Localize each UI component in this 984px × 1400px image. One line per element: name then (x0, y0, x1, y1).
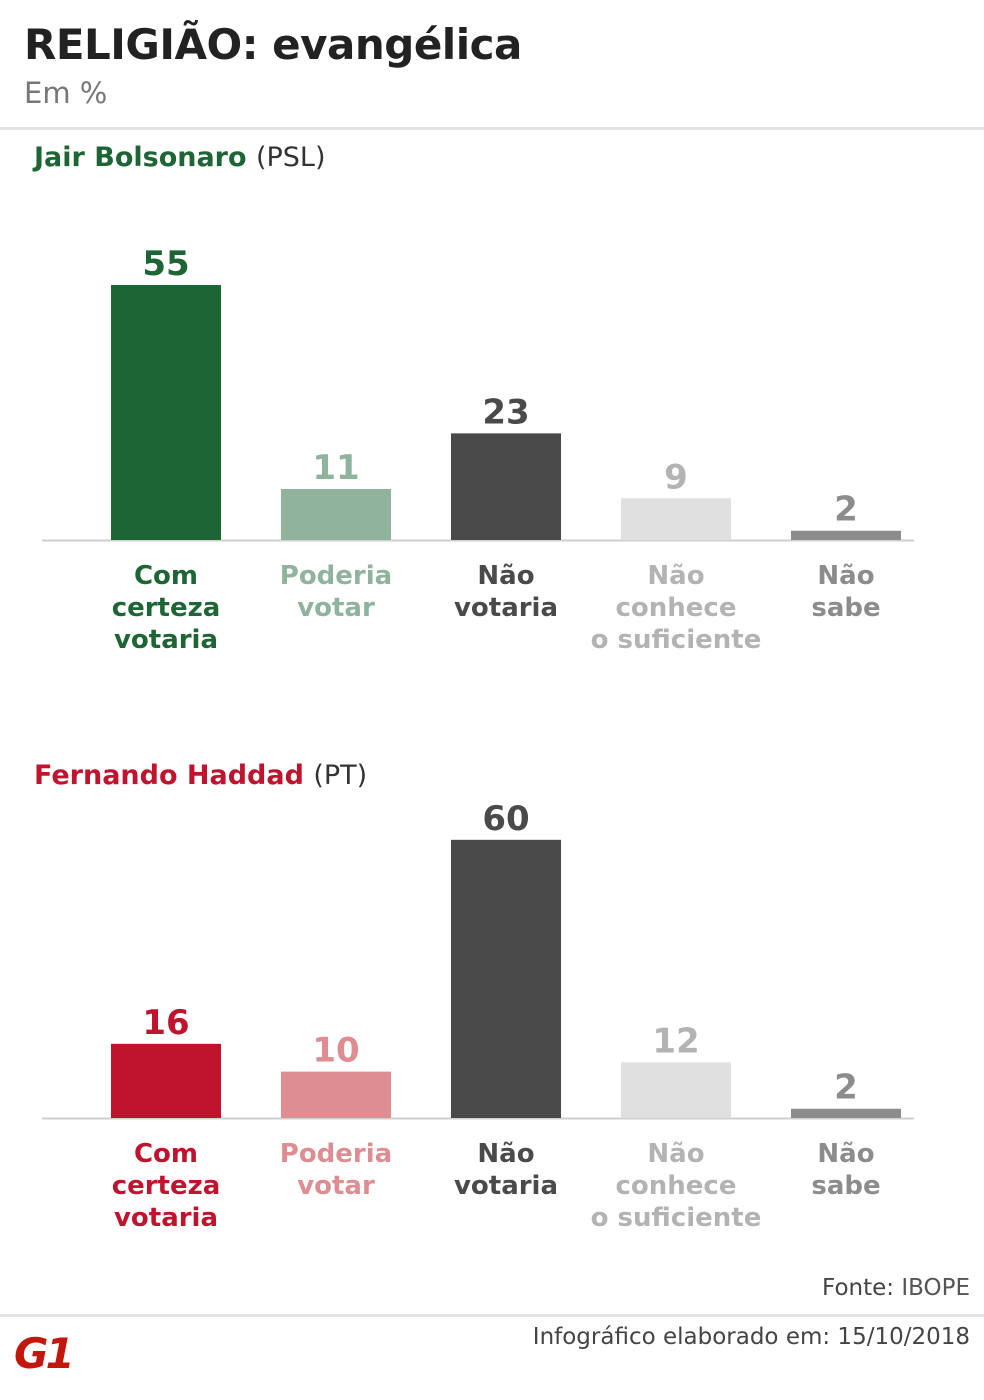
category-label-line: votaria (114, 625, 218, 655)
candidate-party: (PSL) (255, 142, 326, 173)
category-label-line: Não (477, 561, 534, 591)
category-label-line: votaria (454, 593, 558, 623)
category-label-1: Poderia votar (280, 561, 392, 623)
source-value: IBOPE (901, 1275, 970, 1301)
data-label-4: 2 (834, 490, 858, 530)
category-label-line: Com (134, 1139, 198, 1169)
category-label-line: o suficiente (591, 1203, 762, 1233)
category-label-line: Não (647, 1139, 704, 1169)
g1-logo-icon: G1 (14, 1329, 75, 1378)
bar-4 (791, 1108, 901, 1118)
category-label-3: Não conhece o suficiente (591, 1139, 762, 1233)
category-label-4: Não sabe (811, 561, 880, 623)
category-label-2: Não votaria (454, 561, 558, 623)
header-divider (0, 127, 984, 130)
category-label-0: Com certeza votaria (112, 561, 221, 655)
category-label-line: votar (297, 1171, 375, 1201)
category-label-line: certeza (112, 593, 221, 623)
data-label-2: 23 (482, 392, 529, 432)
category-label-line: certeza (112, 1171, 221, 1201)
category-label-line: sabe (811, 593, 880, 623)
chart-subtitle: Em % (24, 76, 108, 110)
category-label-line: Não (647, 561, 704, 591)
footer-divider (0, 1314, 984, 1317)
data-label-1: 11 (312, 448, 359, 488)
bar-3 (621, 1062, 731, 1118)
category-label-line: Não (817, 1139, 874, 1169)
category-label-1: Poderia votar (280, 1139, 392, 1201)
category-label-line: votar (297, 593, 375, 623)
candidate-name: Jair Bolsonaro (34, 142, 247, 173)
bar-2 (451, 839, 561, 1118)
data-label-3: 12 (652, 1021, 699, 1061)
candidate-party: (PT) (313, 760, 368, 791)
svg-text:G1: G1 (14, 1330, 72, 1374)
data-label-0: 16 (142, 1003, 189, 1043)
category-label-3: Não conhece o suficiente (591, 561, 762, 655)
bar-chart-bolsonaro: 55 Com certeza votaria 11 Poderia votar 23 Não vo… (0, 200, 984, 680)
candidate-title-bolsonaro: Jair Bolsonaro (PSL) (34, 142, 325, 173)
candidate-name: Fernando Haddad (34, 760, 304, 791)
category-label-line: o suficiente (591, 625, 762, 655)
infographic-date: Infográfico elaborado em: 15/10/2018 (532, 1324, 970, 1350)
data-label-3: 9 (664, 457, 688, 497)
category-label-line: Poderia (280, 1139, 392, 1169)
candidate-title-haddad: Fernando Haddad (PT) (34, 760, 367, 791)
category-label-line: sabe (811, 1171, 880, 1201)
category-label-line: Não (817, 561, 874, 591)
category-label-2: Não votaria (454, 1139, 558, 1201)
g1-logo: G1 (14, 1329, 80, 1378)
category-label-4: Não sabe (811, 1139, 880, 1201)
bar-0 (111, 1043, 221, 1118)
bar-3 (621, 498, 731, 540)
source-note: Fonte: IBOPE (822, 1275, 970, 1301)
category-label-line: votaria (114, 1203, 218, 1233)
bar-1 (281, 489, 391, 540)
category-label-0: Com certeza votaria (112, 1139, 221, 1233)
category-label-line: votaria (454, 1171, 558, 1201)
data-label-2: 60 (482, 799, 529, 839)
bar-4 (791, 530, 901, 540)
bar-2 (451, 433, 561, 540)
category-label-line: conhece (616, 593, 737, 623)
bar-chart-haddad: 16 Com certeza votaria 10 Poderia votar 60 Não vo… (0, 778, 984, 1258)
category-label-line: Poderia (280, 561, 392, 591)
data-label-4: 2 (834, 1068, 858, 1108)
category-label-line: conhece (616, 1171, 737, 1201)
category-label-line: Não (477, 1139, 534, 1169)
data-label-0: 55 (142, 244, 189, 284)
bar-1 (281, 1071, 391, 1118)
category-label-line: Com (134, 561, 198, 591)
data-label-1: 10 (312, 1031, 359, 1071)
bar-0 (111, 285, 221, 540)
source-label: Fonte: (822, 1275, 895, 1301)
chart-title: RELIGIÃO: evangélica (24, 20, 522, 69)
